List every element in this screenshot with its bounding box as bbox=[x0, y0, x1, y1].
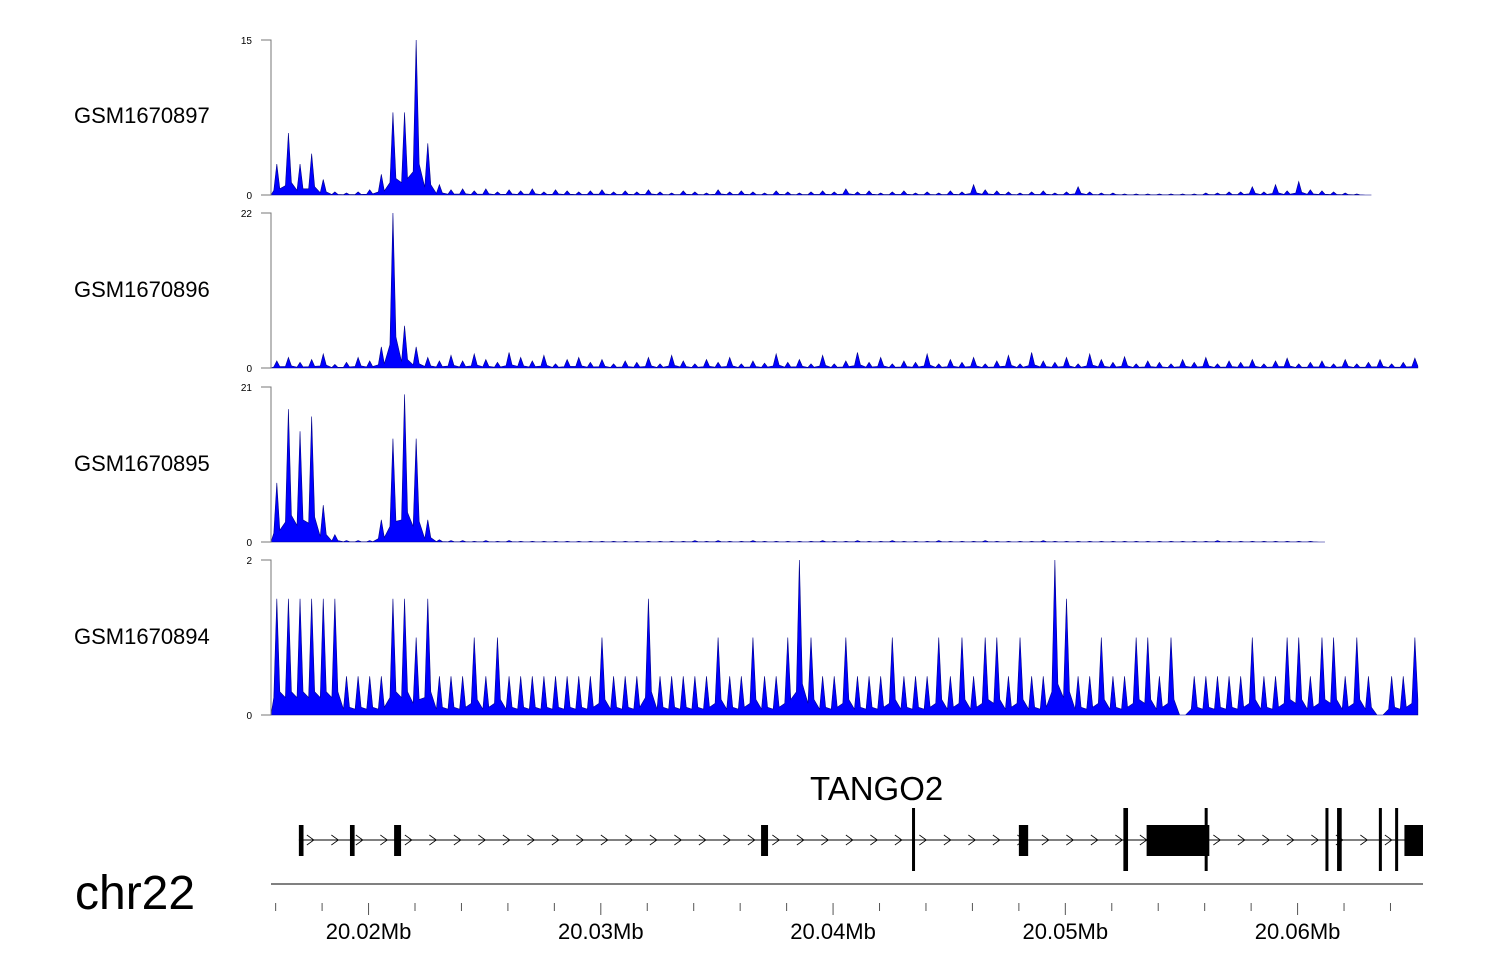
exon bbox=[1123, 808, 1129, 871]
strand-arrow-icon bbox=[429, 834, 438, 846]
y-axis bbox=[261, 212, 272, 369]
strand-arrow-icon bbox=[919, 834, 928, 846]
strand-arrow-icon bbox=[1041, 834, 1050, 846]
strand-arrow-icon bbox=[355, 834, 364, 846]
strand-arrow-icon bbox=[380, 834, 389, 846]
strand-arrow-icon bbox=[747, 834, 756, 846]
strand-arrow-icon bbox=[1384, 834, 1393, 846]
strand-arrow-icon bbox=[821, 834, 830, 846]
strand-arrow-icon bbox=[992, 834, 1001, 846]
y-max-label: 22 bbox=[241, 209, 253, 220]
track-label: GSM1670896 bbox=[74, 277, 210, 302]
strand-arrow-icon bbox=[845, 834, 854, 846]
exon bbox=[761, 825, 769, 856]
strand-arrow-icon bbox=[1115, 834, 1124, 846]
y-axis bbox=[261, 559, 272, 716]
exon bbox=[1204, 808, 1208, 871]
strand-arrow-icon bbox=[698, 834, 707, 846]
gene-label: TANGO2 bbox=[810, 770, 944, 807]
exon bbox=[1378, 808, 1382, 871]
strand-arrow-icon bbox=[1360, 834, 1369, 846]
signal-area-GSM1670897 bbox=[270, 39, 1372, 196]
exon bbox=[1404, 825, 1423, 856]
y-max-label: 21 bbox=[241, 383, 253, 394]
strand-arrow-icon bbox=[772, 834, 781, 846]
strand-arrow-icon bbox=[1213, 834, 1222, 846]
y-max-label: 15 bbox=[241, 36, 253, 47]
axis-tick-label: 20.05Mb bbox=[1023, 919, 1109, 944]
strand-arrow-icon bbox=[331, 834, 340, 846]
strand-arrow-icon bbox=[600, 834, 609, 846]
strand-arrow-icon bbox=[625, 834, 634, 846]
strand-arrow-icon bbox=[796, 834, 805, 846]
y-axis bbox=[261, 386, 272, 543]
strand-arrow-icon bbox=[453, 834, 462, 846]
strand-arrow-icon bbox=[968, 834, 977, 846]
exon bbox=[349, 825, 355, 856]
strand-arrow-icon bbox=[576, 834, 585, 846]
y-axis bbox=[261, 39, 272, 196]
exon bbox=[912, 808, 916, 871]
strand-arrow-icon bbox=[1262, 834, 1271, 846]
strand-arrow-icon bbox=[894, 834, 903, 846]
strand-arrow-icon bbox=[649, 834, 658, 846]
y-min-label: 0 bbox=[246, 364, 252, 375]
y-min-label: 0 bbox=[246, 538, 252, 549]
exon bbox=[1337, 808, 1342, 871]
signal-area-GSM1670894 bbox=[270, 559, 1419, 716]
y-min-label: 0 bbox=[246, 711, 252, 722]
axis-tick-label: 20.03Mb bbox=[558, 919, 644, 944]
strand-arrow-icon bbox=[502, 834, 511, 846]
signal-area-GSM1670896 bbox=[270, 212, 1419, 369]
exon bbox=[394, 825, 402, 856]
track-label: GSM1670895 bbox=[74, 451, 210, 476]
strand-arrow-icon bbox=[527, 834, 536, 846]
track-label: GSM1670894 bbox=[74, 624, 210, 649]
strand-arrow-icon bbox=[551, 834, 560, 846]
strand-arrow-icon bbox=[870, 834, 879, 846]
strand-arrow-icon bbox=[674, 834, 683, 846]
strand-arrow-icon bbox=[306, 834, 315, 846]
signal-area-GSM1670895 bbox=[270, 394, 1325, 543]
strand-arrow-icon bbox=[943, 834, 952, 846]
strand-arrow-icon bbox=[723, 834, 732, 846]
axis-tick-label: 20.06Mb bbox=[1255, 919, 1341, 944]
axis-tick-label: 20.02Mb bbox=[326, 919, 412, 944]
strand-arrow-icon bbox=[1090, 834, 1099, 846]
axis-tick-label: 20.04Mb bbox=[790, 919, 876, 944]
exon bbox=[1325, 808, 1329, 871]
exon bbox=[1395, 808, 1399, 871]
strand-arrow-icon bbox=[1237, 834, 1246, 846]
strand-arrow-icon bbox=[1286, 834, 1295, 846]
exon bbox=[298, 825, 304, 856]
strand-arrow-icon bbox=[404, 834, 413, 846]
strand-arrow-icon bbox=[1066, 834, 1075, 846]
strand-arrow-icon bbox=[1311, 834, 1320, 846]
y-min-label: 0 bbox=[246, 191, 252, 202]
exon bbox=[1018, 825, 1029, 856]
chromosome-label: chr22 bbox=[75, 867, 196, 920]
track-label: GSM1670897 bbox=[74, 103, 210, 128]
y-max-label: 2 bbox=[246, 556, 252, 567]
strand-arrow-icon bbox=[478, 834, 487, 846]
exon bbox=[1146, 825, 1210, 856]
